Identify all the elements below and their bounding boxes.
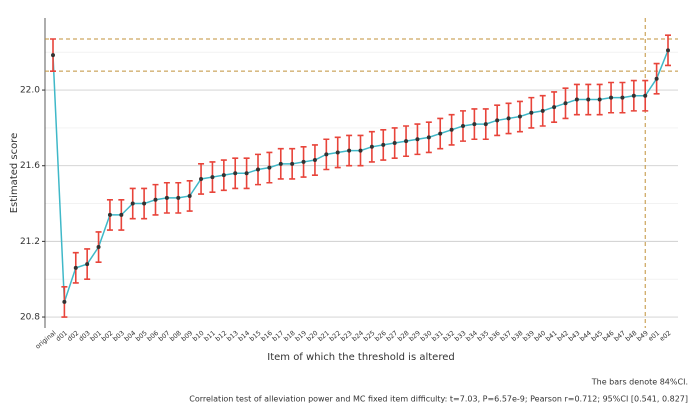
point <box>335 150 340 155</box>
point <box>176 195 181 200</box>
point <box>153 197 158 202</box>
y-tick-label: 22.0 <box>20 86 40 96</box>
y-tick-label: 21.2 <box>20 237 40 247</box>
point <box>654 76 659 81</box>
point <box>620 95 625 100</box>
point <box>324 152 329 157</box>
point <box>563 101 568 106</box>
x-tick-label: original <box>34 329 58 351</box>
point <box>483 122 488 127</box>
point <box>586 97 591 102</box>
point <box>62 299 67 304</box>
x-axis-title: Item of which the threshold is altered <box>267 352 454 363</box>
point <box>597 97 602 102</box>
point <box>256 167 260 172</box>
point <box>381 142 386 147</box>
line <box>52 50 669 303</box>
point <box>267 165 272 170</box>
note: Correlation test of alleviation power an… <box>189 395 688 404</box>
point <box>96 245 101 250</box>
point <box>119 212 124 217</box>
point <box>51 53 55 58</box>
point <box>506 116 511 121</box>
point <box>666 48 670 53</box>
point <box>301 159 306 164</box>
y-axis-title: Estimated score <box>9 133 20 214</box>
point <box>517 114 522 119</box>
point <box>187 193 192 198</box>
point <box>290 161 295 166</box>
point <box>73 265 78 270</box>
point <box>278 161 283 166</box>
point <box>449 127 454 132</box>
point <box>574 97 579 102</box>
y-tick-label: 21.6 <box>20 161 40 171</box>
point <box>210 175 215 180</box>
point <box>461 123 465 128</box>
x-tick-label: e02 <box>658 329 673 343</box>
point <box>130 201 135 206</box>
point <box>472 122 477 127</box>
point <box>244 171 249 176</box>
point <box>347 148 352 153</box>
point <box>85 262 90 267</box>
note: The bars denote 84%CI. <box>591 378 688 387</box>
point <box>107 212 112 217</box>
y-tick-label: 20.8 <box>20 313 40 323</box>
point <box>312 158 317 163</box>
point <box>643 93 648 98</box>
point <box>142 201 147 206</box>
point <box>404 139 409 144</box>
point <box>426 135 431 140</box>
point <box>233 171 238 176</box>
point <box>221 173 226 178</box>
point <box>631 93 636 98</box>
point <box>164 195 169 200</box>
point <box>438 131 443 136</box>
point <box>529 110 534 115</box>
point <box>495 118 500 123</box>
point <box>540 108 545 113</box>
point <box>392 141 397 146</box>
point <box>609 95 614 100</box>
point <box>552 105 557 110</box>
point <box>199 176 204 181</box>
point <box>415 137 420 142</box>
point <box>358 148 363 153</box>
point <box>369 144 374 149</box>
